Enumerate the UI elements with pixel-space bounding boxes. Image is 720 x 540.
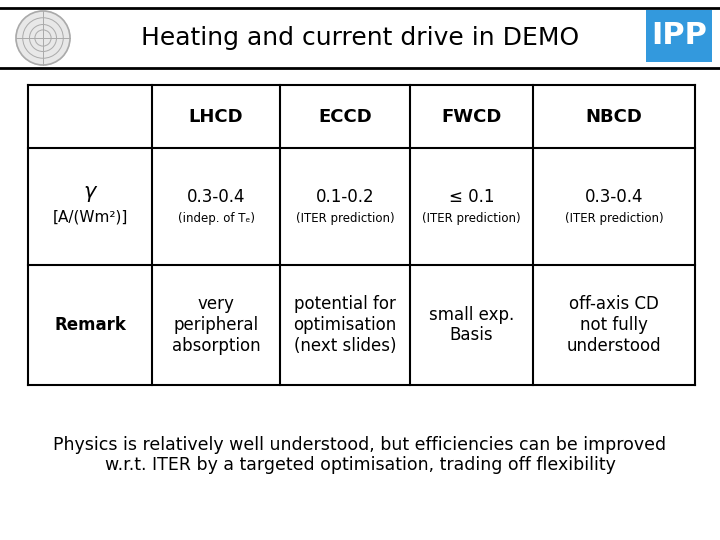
Bar bbox=[646, 10, 712, 62]
Text: LHCD: LHCD bbox=[189, 107, 243, 125]
Text: ≤ 0.1: ≤ 0.1 bbox=[449, 187, 494, 206]
Text: IPP: IPP bbox=[651, 22, 707, 51]
Text: 0.1-0.2: 0.1-0.2 bbox=[315, 187, 374, 206]
Text: (indep. of Tₑ): (indep. of Tₑ) bbox=[178, 212, 254, 225]
Circle shape bbox=[16, 11, 70, 65]
Text: off-axis CD
not fully
understood: off-axis CD not fully understood bbox=[567, 295, 661, 355]
Text: Heating and current drive in DEMO: Heating and current drive in DEMO bbox=[141, 26, 579, 50]
Text: Remark: Remark bbox=[54, 316, 126, 334]
Text: 0.3-0.4: 0.3-0.4 bbox=[585, 187, 643, 206]
Text: (ITER prediction): (ITER prediction) bbox=[564, 212, 663, 225]
Text: FWCD: FWCD bbox=[441, 107, 502, 125]
Text: ECCD: ECCD bbox=[318, 107, 372, 125]
Text: potential for
optimisation
(next slides): potential for optimisation (next slides) bbox=[293, 295, 397, 355]
Text: Physics is relatively well understood, but efficiencies can be improved
w.r.t. I: Physics is relatively well understood, b… bbox=[53, 436, 667, 475]
Text: very
peripheral
absorption: very peripheral absorption bbox=[171, 295, 261, 355]
Text: small exp.
Basis: small exp. Basis bbox=[429, 306, 514, 345]
Text: NBCD: NBCD bbox=[585, 107, 642, 125]
Text: (ITER prediction): (ITER prediction) bbox=[422, 212, 521, 225]
Text: 0.3-0.4: 0.3-0.4 bbox=[186, 187, 246, 206]
Text: [A/(Wm²)]: [A/(Wm²)] bbox=[53, 209, 127, 224]
Text: γ: γ bbox=[84, 183, 96, 202]
Bar bbox=[28, 85, 695, 385]
Text: (ITER prediction): (ITER prediction) bbox=[296, 212, 395, 225]
